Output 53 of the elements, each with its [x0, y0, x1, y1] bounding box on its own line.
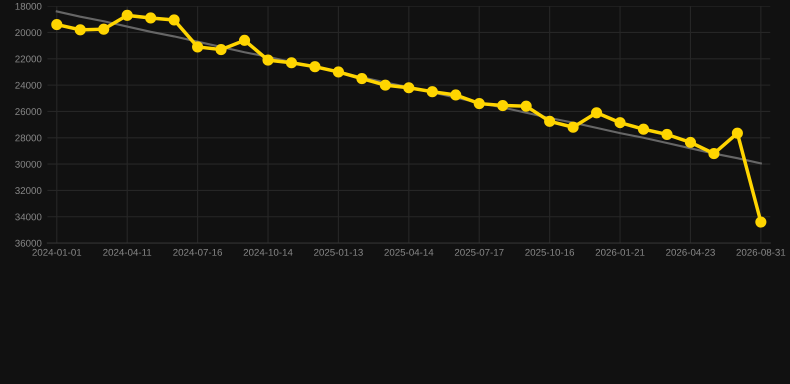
y-tick-label: 26000 — [15, 108, 42, 116]
y-tick-label: 36000 — [15, 240, 42, 247]
point — [450, 89, 462, 101]
point — [332, 66, 344, 78]
point — [497, 100, 508, 112]
y-tick-label: 20000 — [15, 29, 42, 36]
point — [356, 72, 368, 84]
point — [638, 124, 650, 135]
y-tick-label: 24000 — [15, 82, 42, 89]
x-tick-label: 2026-01-21 — [596, 248, 644, 256]
point — [732, 128, 743, 139]
point — [591, 107, 602, 118]
point — [309, 61, 321, 72]
x-tick-label: 2025-07-17 — [454, 248, 504, 256]
x-tick-label: 2024-01-01 — [32, 248, 82, 256]
y-tick-label: 34000 — [15, 213, 42, 220]
point — [708, 148, 720, 160]
point — [262, 54, 274, 66]
x-tick-label: 2024-04-11 — [103, 248, 152, 256]
x-tick-label: 2024-10-14 — [244, 248, 293, 256]
y-tick-label: 28000 — [15, 134, 42, 142]
x-tick-label: 2026-08-31 — [736, 248, 786, 256]
point — [661, 128, 673, 140]
point — [286, 57, 298, 68]
point — [98, 24, 110, 35]
x-tick-label: 2026-04-23 — [666, 248, 715, 256]
x-tick-label: 2025-04-14 — [384, 248, 434, 256]
point — [216, 44, 227, 56]
point — [122, 10, 133, 21]
y-tick-label: 18000 — [16, 2, 42, 10]
point — [238, 34, 250, 46]
y-tick-label: 30000 — [15, 160, 42, 168]
point — [614, 117, 626, 128]
point — [403, 82, 414, 94]
y-tick-label: 22000 — [15, 56, 42, 62]
x-tick-label: 2025-01-13 — [314, 248, 363, 256]
line-series — [56, 10, 762, 164]
x-tick-label: 2025-10-16 — [525, 248, 574, 256]
point — [520, 100, 532, 112]
point — [192, 41, 204, 53]
y-tick-label: 32000 — [15, 187, 42, 194]
x-tick-label: 2024-07-16 — [173, 248, 222, 256]
point — [755, 216, 766, 228]
point — [74, 24, 86, 36]
point — [684, 136, 696, 148]
point — [568, 122, 579, 133]
point — [474, 98, 485, 110]
point — [168, 14, 180, 26]
point — [145, 12, 156, 24]
point — [544, 116, 556, 127]
point — [426, 86, 438, 98]
point — [380, 80, 391, 91]
point — [51, 19, 62, 30]
